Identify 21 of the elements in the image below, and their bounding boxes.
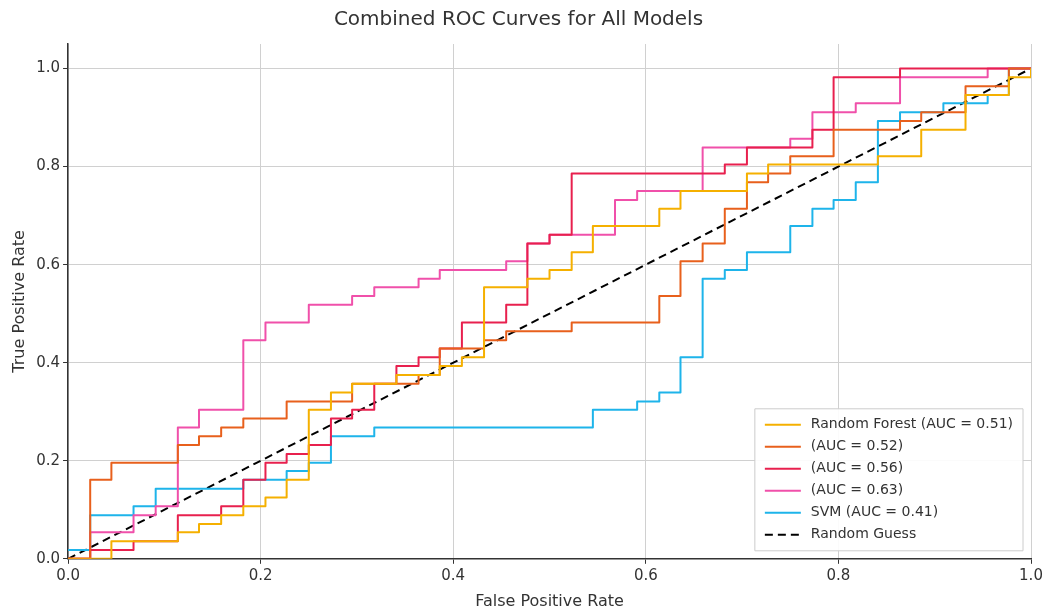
- legend-label: Random Guess: [810, 525, 917, 542]
- y-tick-label: 1.0: [36, 58, 61, 77]
- legend-label: Random Forest (AUC = 0.51): [810, 415, 1013, 432]
- x-tick-label: 0.0: [56, 565, 80, 584]
- y-axis-title: True Positive Rate: [8, 230, 28, 374]
- x-axis-title: False Positive Rate: [475, 590, 624, 610]
- legend-label: (AUC = 0.56): [810, 459, 904, 476]
- legend-label: (AUC = 0.52): [810, 437, 904, 454]
- y-tick-label: 0.0: [36, 548, 61, 567]
- legend-label: (AUC = 0.63): [810, 481, 904, 498]
- legend-label: SVM (AUC = 0.41): [810, 503, 939, 520]
- y-tick-label: 0.4: [36, 352, 61, 371]
- x-tick-label: 0.6: [633, 565, 658, 584]
- y-tick-label: 0.2: [36, 450, 61, 469]
- x-tick-label: 1.0: [1019, 565, 1043, 584]
- x-tick-label: 0.2: [248, 565, 273, 584]
- x-tick-label: 0.8: [826, 565, 851, 584]
- chart-title: Combined ROC Curves for All Models: [333, 6, 704, 31]
- y-tick-label: 0.8: [36, 156, 61, 175]
- y-tick-label: 0.6: [36, 254, 61, 273]
- x-tick-label: 0.4: [441, 565, 466, 584]
